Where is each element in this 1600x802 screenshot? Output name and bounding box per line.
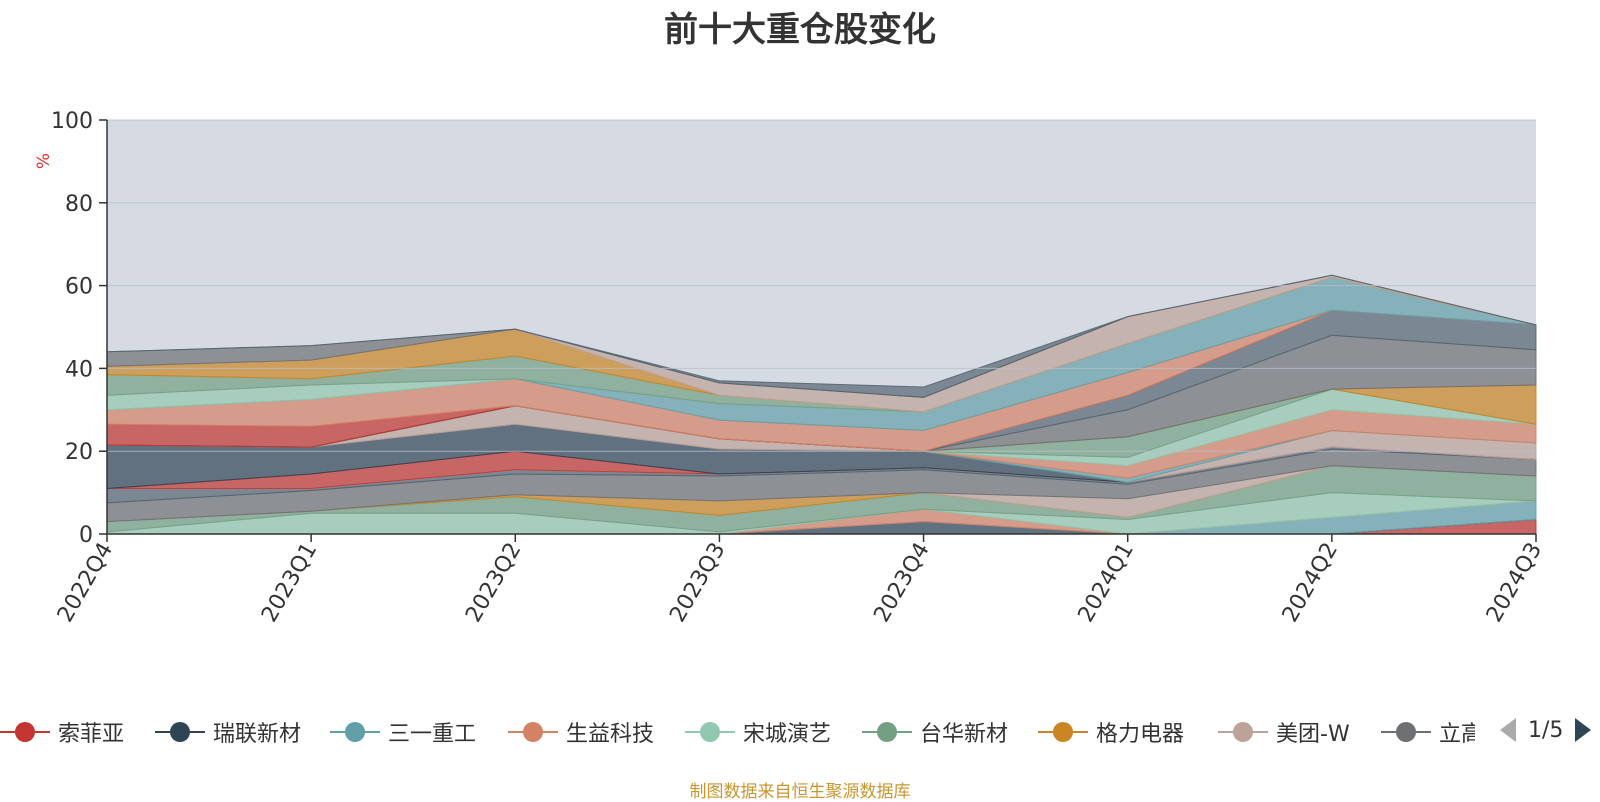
triangle-right-icon[interactable]: [1573, 716, 1593, 744]
x-tick-label-3: 2023Q3: [665, 539, 730, 627]
x-tick-label-4: 2023Q4: [869, 539, 934, 627]
triangle-left-icon[interactable]: [1498, 716, 1518, 744]
legend-marker-icon: [1381, 722, 1431, 742]
series-area-29: [106, 274, 1537, 398]
legend-label: 生益科技: [566, 722, 655, 747]
legend-label: 索菲亚: [58, 722, 125, 747]
legend-label: 格力电器: [1096, 722, 1185, 747]
legend-label: 台华新材: [920, 722, 1009, 747]
chart-title: 前十大重仓股变化: [664, 10, 936, 50]
legend-label: 宋城演艺: [743, 722, 832, 747]
legend-item-6[interactable]: 格力电器: [1038, 712, 1184, 752]
legend-label: 美团-W: [1276, 722, 1350, 747]
legend-label: 瑞联新材: [213, 722, 302, 747]
y-tick-label-4: 80: [65, 192, 93, 217]
legend-item-3[interactable]: 生益科技: [508, 712, 654, 752]
y-tick-label-3: 60: [65, 275, 93, 300]
y-tick-label-5: 100: [51, 109, 93, 134]
legend-marker-icon: [1218, 722, 1268, 742]
x-tick-label-0: 2022Q4: [53, 539, 118, 627]
x-tick-label-2: 2023Q2: [461, 539, 526, 627]
data-source-footnote: 制图数据来自恒生聚源数据库: [689, 782, 911, 802]
legend-item-1[interactable]: 瑞联新材: [155, 712, 301, 752]
legend-item-4[interactable]: 宋城演艺: [685, 712, 831, 752]
legend-item-8[interactable]: 立高: [1381, 712, 1475, 752]
legend-item-7[interactable]: 美团-W: [1218, 712, 1350, 752]
legend-marker-icon: [685, 722, 735, 742]
y-tick-label-0: 0: [79, 523, 93, 548]
x-tick-label-1: 2023Q1: [257, 539, 322, 627]
y-tick-label-2: 40: [65, 357, 93, 382]
legend-item-2[interactable]: 三一重工: [330, 712, 476, 752]
legend-marker-icon: [1038, 722, 1088, 742]
legend-marker-icon: [330, 722, 380, 742]
legend-item-0[interactable]: 索菲亚: [0, 712, 124, 752]
x-tick-label-5: 2024Q1: [1074, 539, 1139, 627]
legend-label: 三一重工: [388, 722, 477, 747]
legend: 索菲亚 瑞联新材 三一重工 生益科技 宋城演艺 台华新材 格力电器 美团-W 立高: [0, 712, 1475, 752]
legend-marker-icon: [508, 722, 558, 742]
x-tick-label-6: 2024Q2: [1278, 539, 1343, 627]
legend-marker-icon: [155, 722, 205, 742]
y-axis-unit-label: %: [34, 153, 54, 169]
legend-pager: 1/5: [1498, 716, 1593, 744]
legend-marker-icon: [0, 722, 50, 742]
y-tick-label-1: 20: [65, 440, 93, 465]
x-tick-label-7: 2024Q3: [1482, 539, 1547, 627]
legend-label: 立高: [1439, 722, 1475, 747]
legend-item-5[interactable]: 台华新材: [862, 712, 1008, 752]
legend-page-indicator: 1/5: [1528, 717, 1564, 743]
legend-marker-icon: [862, 722, 912, 742]
